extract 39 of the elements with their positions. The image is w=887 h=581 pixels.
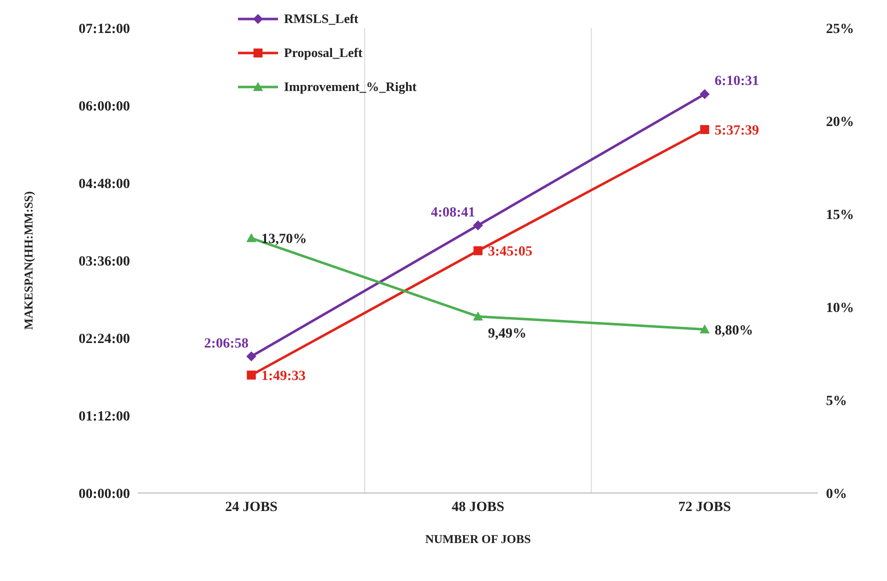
point <box>246 351 256 362</box>
data-label: 4:08:41 <box>430 205 476 220</box>
y-tick-label: 07:12:00 <box>78 22 130 37</box>
y2-tick-label: 25% <box>826 22 854 37</box>
y-axis-title: MAKESPAN(HH:MM:SS) <box>21 191 36 330</box>
legend-label: RMSLS_Left <box>284 11 358 27</box>
point <box>474 246 482 256</box>
y-tick-label: 03:36:00 <box>78 254 130 270</box>
x-tick-label: 72 JOBS <box>678 500 732 515</box>
data-label: 6:10:31 <box>714 74 759 90</box>
y2-tick-label: 5% <box>826 394 847 409</box>
point <box>246 233 256 242</box>
legend-label: Improvement_%_Right <box>284 79 417 95</box>
data-label: 13,70% <box>261 232 307 248</box>
y-tick-label: 02:24:00 <box>78 332 130 347</box>
data-label: 9,49% <box>488 326 526 342</box>
data-label: 5:37:39 <box>714 124 759 139</box>
data-label: 2:06:58 <box>204 336 248 352</box>
data-label: 8,80% <box>714 323 754 338</box>
x-tick-label: 48 JOBS <box>452 500 504 515</box>
y-tick-label: 00:00:00 <box>78 486 130 502</box>
data-label: 3:45:05 <box>488 244 532 260</box>
y-tick-label: 01:12:00 <box>78 409 130 424</box>
y2-tick-label: 10% <box>826 300 854 316</box>
y-tick-label: 04:48:00 <box>78 176 130 192</box>
y-tick-label: 06:00:00 <box>78 99 130 114</box>
y2-tick-label: 0% <box>826 486 847 502</box>
legend-label: Proposal_Left <box>284 45 362 61</box>
x-tick-label: 24 JOBS <box>225 500 278 515</box>
point <box>700 89 710 100</box>
y2-tick-label: 20% <box>826 114 854 130</box>
x-axis-title: NUMBER OF JOBS <box>425 532 532 546</box>
data-label: 1:49:33 <box>261 369 306 384</box>
point <box>246 370 256 380</box>
point <box>700 125 710 134</box>
point <box>700 324 710 334</box>
y2-tick-label: 15% <box>826 208 854 223</box>
point <box>473 220 483 230</box>
point <box>473 311 483 320</box>
